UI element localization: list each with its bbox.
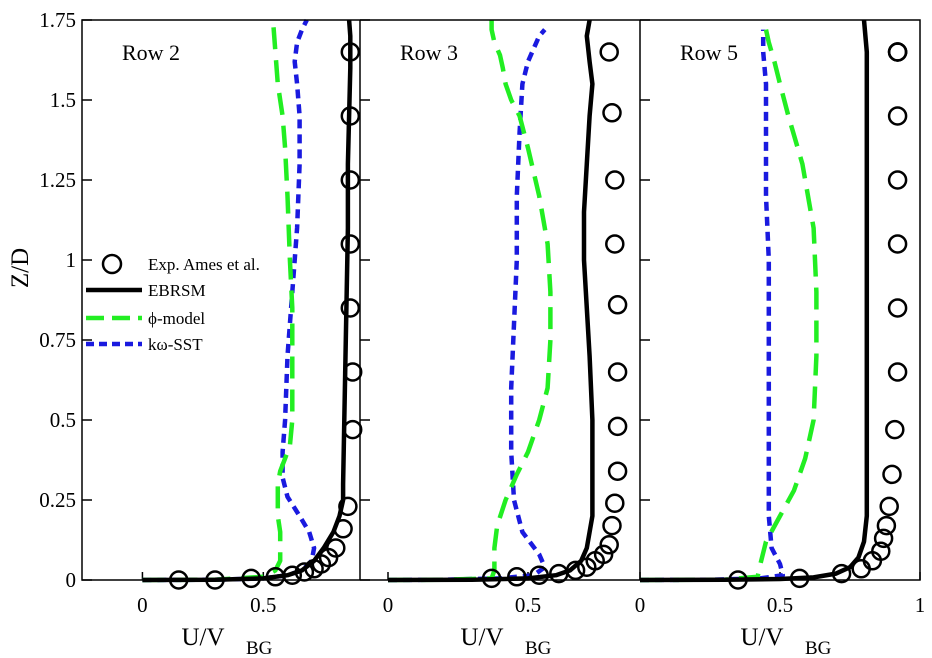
experiment-point [887, 170, 908, 190]
y-tick-label: 1 [66, 248, 77, 272]
x-tick-label: 0.5 [767, 593, 793, 617]
experiment-point [607, 461, 628, 481]
experiment-point [565, 560, 586, 581]
experiment-point [342, 419, 363, 440]
legend-marker-experiment [101, 253, 123, 275]
frame-border [81, 19, 921, 581]
x-axis-title-subscript: BG [805, 638, 832, 658]
experiment-point [876, 515, 897, 536]
experiment-point [340, 42, 361, 62]
experiment-point [789, 568, 810, 589]
experiment-point [885, 419, 905, 440]
panel-3: 0 0.5 1 U/V BG Row 5 [635, 19, 926, 658]
experiment-point [605, 234, 625, 254]
y-tick-label: 1.5 [50, 88, 76, 112]
experiment-point [340, 170, 361, 190]
series-phi-model [142, 19, 295, 583]
experiment-point [593, 544, 614, 565]
experiment-point [342, 362, 363, 382]
x-tick-label: 0 [635, 593, 646, 617]
experiment-point [605, 170, 625, 190]
x-tick-label: 0.5 [250, 593, 276, 617]
panel-label: Row 2 [122, 40, 180, 65]
experiment-point [602, 103, 622, 123]
experiment-point [607, 362, 628, 382]
experiment-point [871, 541, 891, 561]
experiment-point [340, 234, 361, 254]
panel-label: Row 3 [400, 40, 458, 65]
legend-entry: EBRSM [148, 281, 206, 300]
y-tick-label: 0.75 [39, 328, 76, 352]
series-phi-model [639, 29, 819, 583]
x-axis-title: U/V [460, 624, 503, 651]
experiment-point [340, 298, 361, 318]
y-tick-label: 0 [66, 568, 77, 592]
x-axis-title: U/V [181, 624, 224, 651]
experiment-point [529, 565, 549, 585]
x-tick-label: 0.5 [515, 593, 541, 617]
experiment-point [887, 42, 908, 62]
series-EBRSM [387, 19, 595, 583]
experiment-point [607, 416, 628, 437]
series-kw-sst [142, 18, 317, 583]
experiment-point [282, 565, 303, 585]
experiment-point [326, 538, 346, 558]
y-tick-label: 0.25 [39, 488, 76, 512]
plot-frame [81, 19, 921, 581]
panel-label: Row 5 [680, 40, 738, 65]
legend-entry: ϕ-model [148, 309, 205, 328]
legend-entry: Exp. Ames et al. [148, 255, 260, 274]
experiment-point [507, 567, 527, 587]
panel-2: 0 0.5 U/V BG Row 3 [383, 19, 628, 658]
experiment-point [887, 106, 908, 126]
panels: 0 0.5 U/V BG Row 2 0 0.5 U/V BG Row 3 0 0.5 1 U/V BG Ro… [122, 18, 926, 658]
experiment-point [481, 568, 502, 589]
y-axis: 0 0.25 0.5 0.75 1 1.25 1.5 1.75 [39, 8, 650, 592]
series-phi-model [387, 20, 553, 583]
series-kw-sst [387, 28, 548, 583]
x-tick-label: 1 [915, 593, 926, 617]
experiment-point [340, 106, 361, 126]
experiment-point [831, 563, 852, 584]
y-tick-label: 1.75 [39, 8, 76, 32]
series-EBRSM [639, 19, 870, 583]
x-axis-title: U/V [740, 624, 783, 651]
legend: Exp. Ames et al. EBRSM ϕ-model kω-SST [86, 253, 260, 354]
x-tick-label: 0 [383, 593, 394, 617]
experiment-point [599, 42, 619, 62]
experiment-point [338, 496, 358, 517]
experiment-point [879, 496, 899, 517]
y-tick-label: 1.25 [39, 168, 76, 192]
experiment-point [602, 515, 622, 536]
experiment-point [887, 298, 908, 318]
panel-1: 0 0.5 U/V BG Row 2 [122, 18, 363, 658]
experiment-point [607, 295, 628, 315]
experiment-point [887, 234, 908, 254]
legend-entry: kω-SST [148, 335, 203, 354]
y-tick-label: 0.5 [50, 408, 76, 432]
experiment-point [605, 493, 625, 513]
experiment-point [333, 519, 353, 539]
experiment-point [873, 528, 894, 549]
series-EBRSM [142, 19, 353, 583]
x-axis-title-subscript: BG [525, 638, 552, 658]
x-axis-title-subscript: BG [246, 638, 273, 658]
experiment-point [241, 568, 261, 589]
x-tick-label: 0 [137, 593, 148, 617]
y-axis-title: Z/D [7, 248, 34, 288]
experiment-point [599, 535, 619, 555]
experiment-point [882, 464, 902, 485]
experiment-point [887, 362, 908, 382]
series-kw-sst [639, 29, 786, 583]
